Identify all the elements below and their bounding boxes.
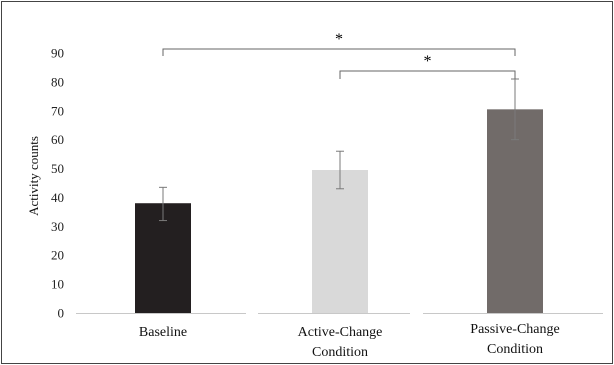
y-tick-label: 70 — [51, 103, 64, 118]
significance-brackets: ** — [162, 31, 516, 79]
y-tick-label: 40 — [51, 190, 64, 205]
significance-bracket — [162, 48, 516, 56]
x-category-label: Active-Change — [298, 325, 383, 340]
y-tick-label: 80 — [51, 74, 64, 89]
y-tick-label: 0 — [58, 306, 65, 321]
y-tick-label: 50 — [51, 161, 64, 176]
x-category-label: Passive-Change — [470, 322, 559, 337]
significance-marker: * — [335, 31, 343, 48]
bar — [312, 170, 368, 313]
y-tick-label: 10 — [51, 277, 64, 292]
error-bars — [159, 78, 519, 222]
bar — [487, 109, 543, 313]
x-category-label: Condition — [312, 345, 368, 360]
y-tick-label: 20 — [51, 248, 64, 263]
y-axis-ticks: 0 10 20 30 40 50 60 70 80 90 — [51, 46, 64, 321]
significance-marker: * — [424, 53, 432, 70]
y-axis-label: Activity counts — [26, 136, 41, 216]
x-axis-categories: Baseline Active-Change Condition Passive-Ch… — [139, 322, 560, 360]
y-tick-label: 90 — [51, 46, 64, 61]
y-tick-label: 60 — [51, 132, 64, 147]
bar — [135, 203, 191, 313]
bars — [135, 109, 543, 313]
x-category-label: Condition — [487, 342, 543, 357]
y-tick-label: 30 — [51, 219, 64, 234]
significance-bracket — [339, 70, 516, 79]
x-category-label: Baseline — [139, 325, 187, 340]
